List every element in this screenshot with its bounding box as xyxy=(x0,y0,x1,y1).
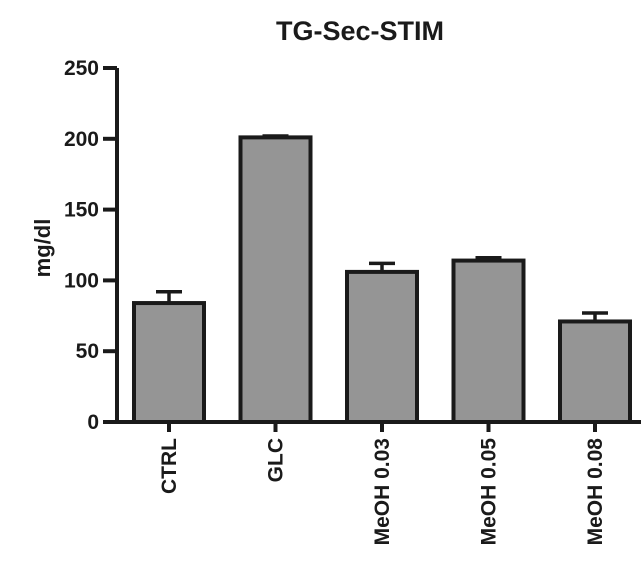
y-tick-label: 50 xyxy=(76,340,99,363)
y-tick-label: 250 xyxy=(64,57,99,80)
x-category-label: MeOH 0.03 xyxy=(371,438,394,545)
bar-glc xyxy=(238,135,313,424)
x-category-label: GLC xyxy=(265,438,288,482)
bar-meoh-0-03 xyxy=(345,269,419,424)
y-tick-label: 100 xyxy=(64,269,99,292)
x-category-label: MeOH 0.08 xyxy=(584,438,607,546)
y-tick-label: 0 xyxy=(87,411,99,434)
y-tick-label: 150 xyxy=(64,199,99,222)
y-tick-label: 200 xyxy=(64,128,99,151)
x-category-label: MeOH 0.05 xyxy=(478,438,501,546)
bars-layer xyxy=(132,135,632,424)
bar-meoh-0-05 xyxy=(451,258,526,424)
y-axis-label: mg/dl xyxy=(30,219,55,278)
x-category-label: CTRL xyxy=(158,438,181,494)
bar-meoh-0-08 xyxy=(558,319,632,424)
error-bars-layer xyxy=(156,134,608,322)
bar-ctrl xyxy=(132,301,206,424)
x-category-labels: CTRL GLC MeOH 0.03 MeOH 0.05 MeOH 0.08 xyxy=(158,422,607,545)
chart-title: TG-Sec-STIM xyxy=(276,16,444,46)
y-ticks-layer: 0 50 100 150 200 250 xyxy=(64,57,117,434)
